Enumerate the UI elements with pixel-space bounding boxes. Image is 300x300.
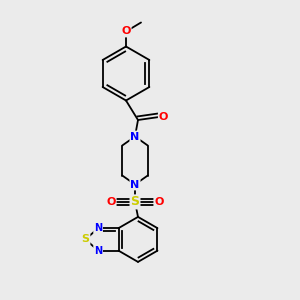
Text: N: N [94, 223, 102, 233]
Text: N: N [130, 131, 140, 142]
Text: S: S [130, 195, 140, 208]
Text: O: O [159, 112, 168, 122]
Text: N: N [130, 179, 140, 190]
Text: S: S [82, 234, 89, 244]
Text: O: O [154, 197, 164, 207]
Text: O: O [106, 197, 116, 207]
Text: O: O [121, 26, 131, 37]
Text: N: N [94, 246, 102, 256]
